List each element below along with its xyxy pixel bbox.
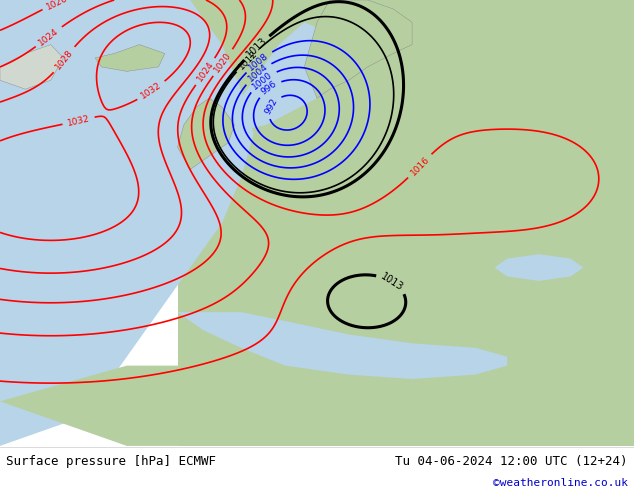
Polygon shape <box>304 0 412 98</box>
Polygon shape <box>178 312 507 379</box>
Polygon shape <box>222 22 349 134</box>
Text: 1012: 1012 <box>236 49 259 71</box>
Text: 1020: 1020 <box>45 0 70 11</box>
Polygon shape <box>178 98 235 170</box>
Polygon shape <box>495 254 583 281</box>
Text: 1004: 1004 <box>246 62 269 84</box>
Text: 1032: 1032 <box>139 81 164 101</box>
Text: 1000: 1000 <box>251 70 275 91</box>
Text: 1032: 1032 <box>67 114 91 128</box>
Text: 1024: 1024 <box>195 60 216 83</box>
Polygon shape <box>0 0 254 446</box>
Text: 1016: 1016 <box>408 155 431 177</box>
Polygon shape <box>0 45 63 89</box>
Text: Surface pressure [hPa] ECMWF: Surface pressure [hPa] ECMWF <box>6 455 216 468</box>
Text: 992: 992 <box>263 97 280 116</box>
Text: 1013: 1013 <box>379 271 405 293</box>
Text: 1020: 1020 <box>212 51 233 74</box>
Text: 1013: 1013 <box>244 36 269 60</box>
Bar <box>178 0 634 446</box>
Text: 1008: 1008 <box>247 50 271 72</box>
Text: 1028: 1028 <box>53 48 75 72</box>
Text: Tu 04-06-2024 12:00 UTC (12+24): Tu 04-06-2024 12:00 UTC (12+24) <box>395 455 628 468</box>
Text: 1024: 1024 <box>37 26 60 47</box>
Text: 996: 996 <box>260 79 279 97</box>
Polygon shape <box>95 45 165 72</box>
Polygon shape <box>0 366 634 446</box>
Text: ©weatheronline.co.uk: ©weatheronline.co.uk <box>493 478 628 489</box>
